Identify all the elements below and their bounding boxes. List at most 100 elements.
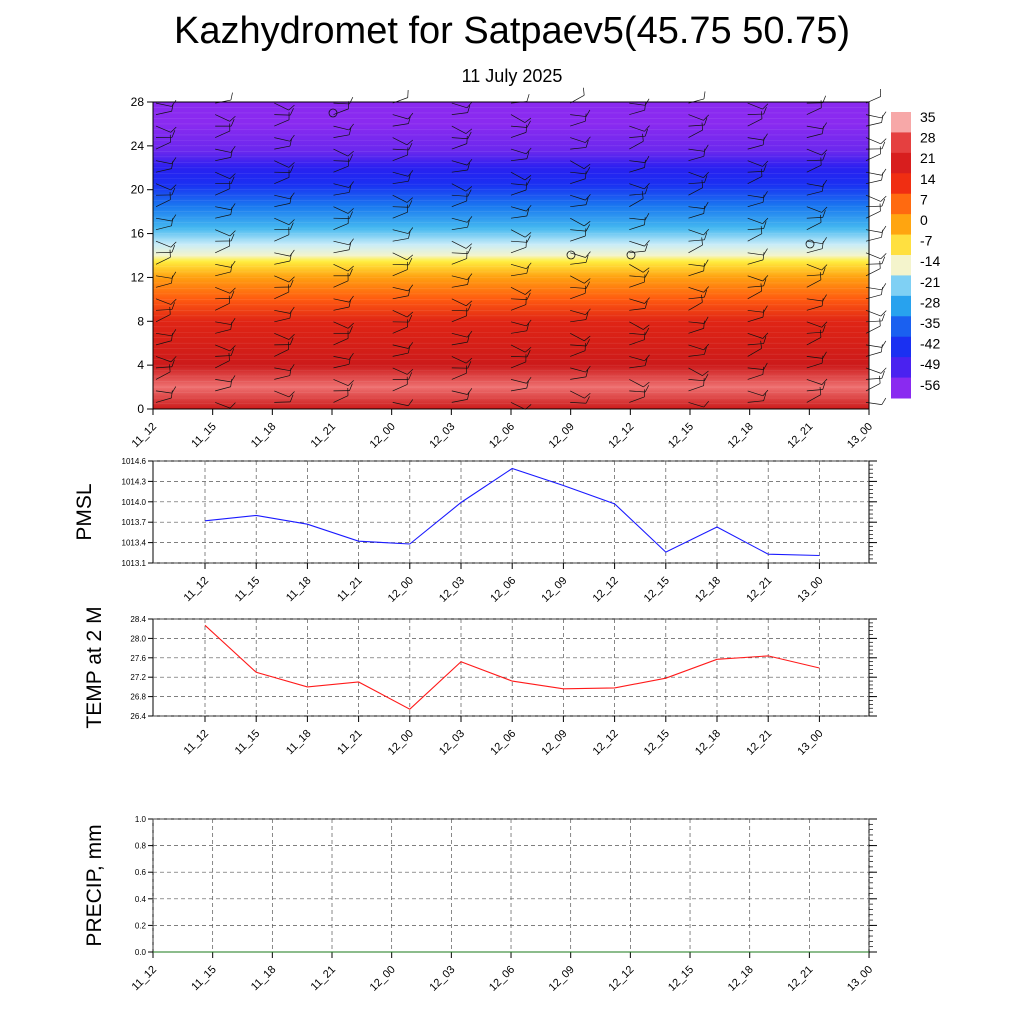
wind-barb-staff (274, 160, 289, 168)
x-tick-label: 12_03 (427, 964, 457, 994)
wind-barb (215, 353, 230, 369)
wind-barb-staff (865, 325, 881, 334)
wind-barb (629, 213, 650, 221)
wind-barb-staff (570, 120, 586, 127)
y-axis-title: TEMP at 2 M (83, 606, 106, 728)
wind-barb-staff (806, 356, 823, 359)
x-tick-label: 11_15 (189, 421, 219, 451)
wind-barb-flag (349, 268, 353, 276)
wind-barb-flag (171, 214, 177, 222)
wind-barb (747, 252, 765, 265)
wind-barb (510, 319, 532, 327)
wind-barb-flag (763, 191, 768, 198)
wind-barb (392, 367, 414, 375)
wind-barb (215, 181, 231, 196)
wind-barb-flag (348, 181, 354, 188)
wind-barb-flag (467, 330, 473, 338)
wind-barb-staff (451, 169, 468, 173)
colorbar-label: -28 (920, 294, 940, 310)
wind-barb-staff (629, 332, 646, 336)
wind-barb-flag (466, 193, 468, 201)
wind-barb (629, 133, 644, 150)
wind-barb-staff (570, 217, 585, 227)
wind-barb-flag (525, 182, 528, 191)
wind-barb-staff (451, 240, 467, 249)
wind-barb (333, 181, 354, 188)
x-tick-label: 12_00 (368, 421, 398, 451)
wind-barb-flag (408, 230, 411, 239)
wind-barb-staff (806, 337, 822, 346)
wind-barb-flag (171, 157, 177, 164)
y-tick-label: 24 (131, 139, 145, 153)
wind-barb-staff (333, 321, 349, 329)
wind-barb (274, 134, 295, 142)
wind-barb-staff (865, 309, 882, 317)
wind-barb-staff (333, 223, 349, 231)
wind-barb (570, 308, 591, 316)
wind-barb (451, 193, 468, 208)
wind-barb (865, 252, 887, 260)
wind-barb-flag (585, 109, 591, 117)
wind-barb-flag (467, 189, 472, 197)
wind-barb-staff (215, 148, 231, 153)
wind-barb-flag (230, 118, 235, 127)
x-tick-label: 11_15 (233, 575, 263, 605)
wind-barb-staff (629, 135, 646, 138)
wind-barb-flag (170, 356, 177, 363)
wind-barb-flag (584, 343, 586, 351)
wind-barb-flag (526, 208, 530, 217)
wind-barb-staff (865, 153, 881, 162)
wind-barb (570, 140, 589, 150)
wind-barb (570, 312, 589, 323)
wind-barb-flag (644, 274, 646, 283)
x-tick-label: 11_21 (335, 728, 365, 758)
wind-barb-flag (230, 375, 236, 383)
wind-barb-flag (881, 283, 887, 290)
wind-barb-staff (865, 137, 881, 145)
wind-barb-staff (451, 194, 468, 197)
wind-barb-flag (762, 217, 769, 224)
wind-barb-flag (526, 151, 530, 159)
wind-barb-flag (289, 394, 294, 402)
wind-barb-staff (629, 183, 645, 190)
wind-barb-flag (466, 250, 468, 259)
wind-barb-flag (170, 184, 177, 191)
wind-barb-flag (585, 167, 591, 175)
wind-barb-flag (584, 285, 587, 294)
wind-barb-flag (583, 87, 585, 96)
wind-barb-flag (644, 183, 650, 190)
wind-barb-flag (289, 249, 295, 257)
wind-barb (865, 88, 881, 104)
wind-barb (510, 147, 532, 155)
wind-barb-flag (467, 388, 473, 395)
x-tick-label: 13_00 (845, 421, 875, 451)
wind-barb (215, 229, 236, 237)
wind-barb-staff (392, 352, 409, 357)
wind-barb-flag (465, 243, 473, 249)
wind-barb (333, 273, 349, 288)
wind-barb-staff (629, 217, 646, 221)
wind-barb-staff (274, 291, 289, 300)
y-tick-label: 20 (131, 183, 145, 197)
wind-barb-flag (644, 159, 646, 168)
y-tick-label: 1014.0 (122, 498, 147, 507)
wind-barb-flag (703, 148, 706, 157)
wind-barb-flag (230, 92, 233, 101)
wind-barb-staff (392, 180, 409, 185)
wind-barb (629, 389, 646, 403)
wind-barb-staff (570, 160, 585, 170)
wind-barb (392, 230, 411, 242)
wind-barb-flag (347, 330, 349, 339)
x-tick-label: 13_00 (795, 728, 825, 758)
wind-barb-staff (806, 305, 823, 311)
y-tick-label: 8 (137, 314, 144, 328)
wind-barb (629, 155, 650, 163)
wind-barb-staff (333, 306, 350, 311)
wind-barb-staff (629, 379, 644, 388)
wind-barb-flag (819, 387, 822, 395)
wind-barb-flag (171, 100, 177, 107)
y-axis-title: PMSL (73, 483, 96, 540)
wind-barb (155, 214, 177, 222)
colorbar-segment (891, 193, 911, 215)
wind-barb-flag (762, 366, 764, 375)
